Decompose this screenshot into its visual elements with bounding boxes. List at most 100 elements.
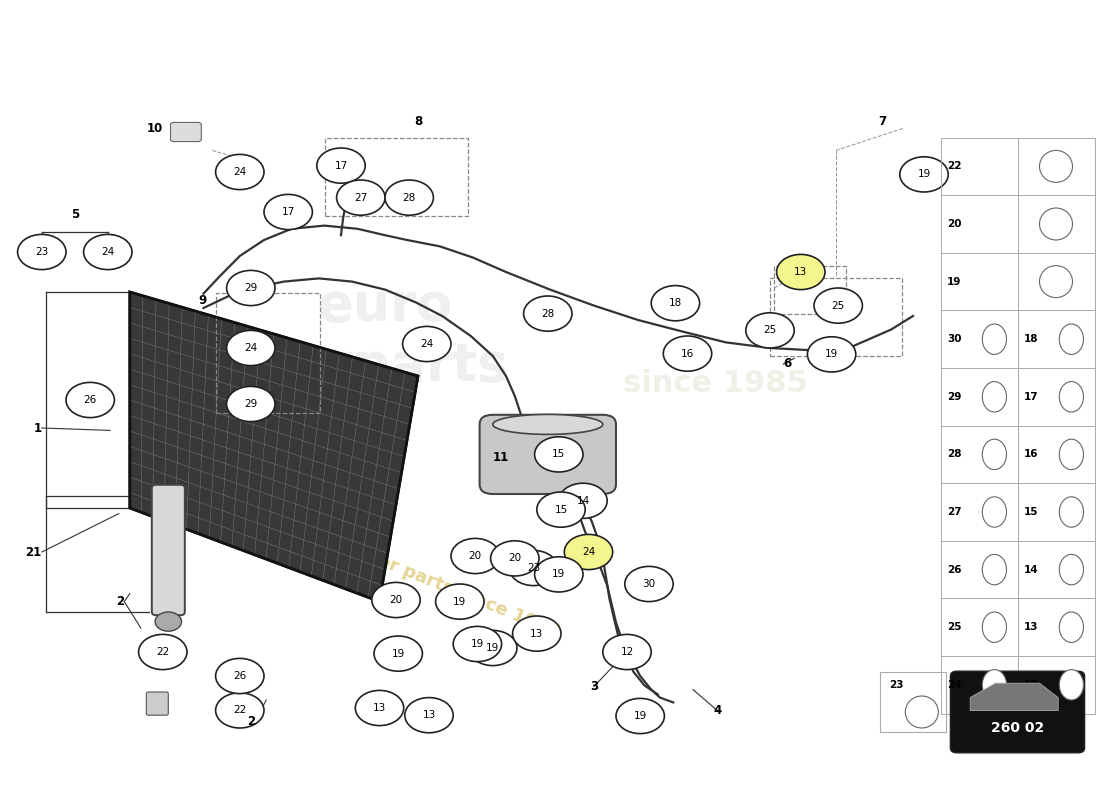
Text: 23: 23 xyxy=(527,563,540,573)
Ellipse shape xyxy=(982,382,1007,412)
Text: 14: 14 xyxy=(1024,565,1038,574)
Circle shape xyxy=(436,584,484,619)
Text: 26: 26 xyxy=(84,395,97,405)
Circle shape xyxy=(139,634,187,670)
FancyBboxPatch shape xyxy=(146,692,168,715)
Text: 25: 25 xyxy=(832,301,845,310)
Text: 19: 19 xyxy=(471,639,484,649)
Text: 260 02: 260 02 xyxy=(991,721,1044,735)
Ellipse shape xyxy=(1059,612,1084,642)
FancyBboxPatch shape xyxy=(480,414,616,494)
Text: 20: 20 xyxy=(469,551,482,561)
Text: 16: 16 xyxy=(681,349,694,358)
Text: 28: 28 xyxy=(403,193,416,202)
Circle shape xyxy=(317,148,365,183)
Text: 17: 17 xyxy=(1024,392,1038,402)
Text: euro
carparts: euro carparts xyxy=(261,280,509,392)
Bar xyxy=(940,368,1018,426)
Text: 20: 20 xyxy=(947,219,961,229)
Circle shape xyxy=(227,330,275,366)
Text: 1: 1 xyxy=(34,422,42,434)
Text: 14: 14 xyxy=(576,496,590,506)
Ellipse shape xyxy=(1059,670,1084,700)
Text: 19: 19 xyxy=(947,277,961,286)
Circle shape xyxy=(216,693,264,728)
Circle shape xyxy=(227,386,275,422)
Ellipse shape xyxy=(982,497,1007,527)
Ellipse shape xyxy=(982,554,1007,585)
Circle shape xyxy=(491,541,539,576)
Circle shape xyxy=(403,326,451,362)
Circle shape xyxy=(814,288,862,323)
Bar xyxy=(940,656,1018,714)
Circle shape xyxy=(227,270,275,306)
Text: 2: 2 xyxy=(117,595,124,608)
Text: 25: 25 xyxy=(763,326,777,335)
Text: 19: 19 xyxy=(453,597,466,606)
Text: 30: 30 xyxy=(642,579,656,589)
Text: 16: 16 xyxy=(1024,450,1038,459)
Text: 21: 21 xyxy=(25,546,42,558)
Ellipse shape xyxy=(1059,324,1084,354)
Circle shape xyxy=(18,234,66,270)
Text: 17: 17 xyxy=(334,161,348,170)
Text: 19: 19 xyxy=(634,711,647,721)
Text: 19: 19 xyxy=(552,570,565,579)
Ellipse shape xyxy=(1040,208,1072,240)
Text: a passion for parts since 1985: a passion for parts since 1985 xyxy=(273,510,563,642)
Text: 15: 15 xyxy=(554,505,568,514)
Text: 13: 13 xyxy=(1024,622,1038,632)
Text: 24: 24 xyxy=(582,547,595,557)
Bar xyxy=(216,293,320,413)
Circle shape xyxy=(264,194,312,230)
Circle shape xyxy=(84,234,132,270)
Circle shape xyxy=(155,612,182,631)
Text: 24: 24 xyxy=(244,343,257,353)
Text: 13: 13 xyxy=(530,629,543,638)
Text: 27: 27 xyxy=(947,507,961,517)
Circle shape xyxy=(355,690,404,726)
Circle shape xyxy=(807,337,856,372)
Bar xyxy=(940,541,1018,598)
Circle shape xyxy=(564,534,613,570)
Circle shape xyxy=(216,658,264,694)
Bar xyxy=(940,310,1018,368)
Text: 26: 26 xyxy=(947,565,961,574)
Text: 27: 27 xyxy=(354,193,367,202)
Bar xyxy=(940,195,1094,253)
Circle shape xyxy=(524,296,572,331)
Ellipse shape xyxy=(982,670,1007,700)
Ellipse shape xyxy=(1059,439,1084,470)
Bar xyxy=(1018,656,1094,714)
Text: 26: 26 xyxy=(233,671,246,681)
Polygon shape xyxy=(970,683,1058,710)
Circle shape xyxy=(469,630,517,666)
Circle shape xyxy=(559,483,607,518)
Circle shape xyxy=(451,538,499,574)
Text: 25: 25 xyxy=(947,622,961,632)
Circle shape xyxy=(651,286,700,321)
Ellipse shape xyxy=(1059,497,1084,527)
Text: 30: 30 xyxy=(947,334,961,344)
Bar xyxy=(940,483,1018,541)
Text: 20: 20 xyxy=(508,554,521,563)
Circle shape xyxy=(625,566,673,602)
Text: 17: 17 xyxy=(282,207,295,217)
Text: 23: 23 xyxy=(889,680,903,690)
Bar xyxy=(1018,138,1094,195)
Bar xyxy=(1018,598,1094,656)
Text: 23: 23 xyxy=(35,247,48,257)
Text: 28: 28 xyxy=(541,309,554,318)
Circle shape xyxy=(216,154,264,190)
Text: 8: 8 xyxy=(414,115,422,128)
Circle shape xyxy=(513,616,561,651)
Text: 24: 24 xyxy=(233,167,246,177)
Text: 11: 11 xyxy=(493,451,509,464)
Bar xyxy=(770,278,902,356)
Circle shape xyxy=(66,382,114,418)
Circle shape xyxy=(509,550,558,586)
Ellipse shape xyxy=(1040,150,1072,182)
Text: since 1985: since 1985 xyxy=(623,370,807,398)
Text: 4: 4 xyxy=(713,704,722,717)
Text: 24: 24 xyxy=(101,247,114,257)
